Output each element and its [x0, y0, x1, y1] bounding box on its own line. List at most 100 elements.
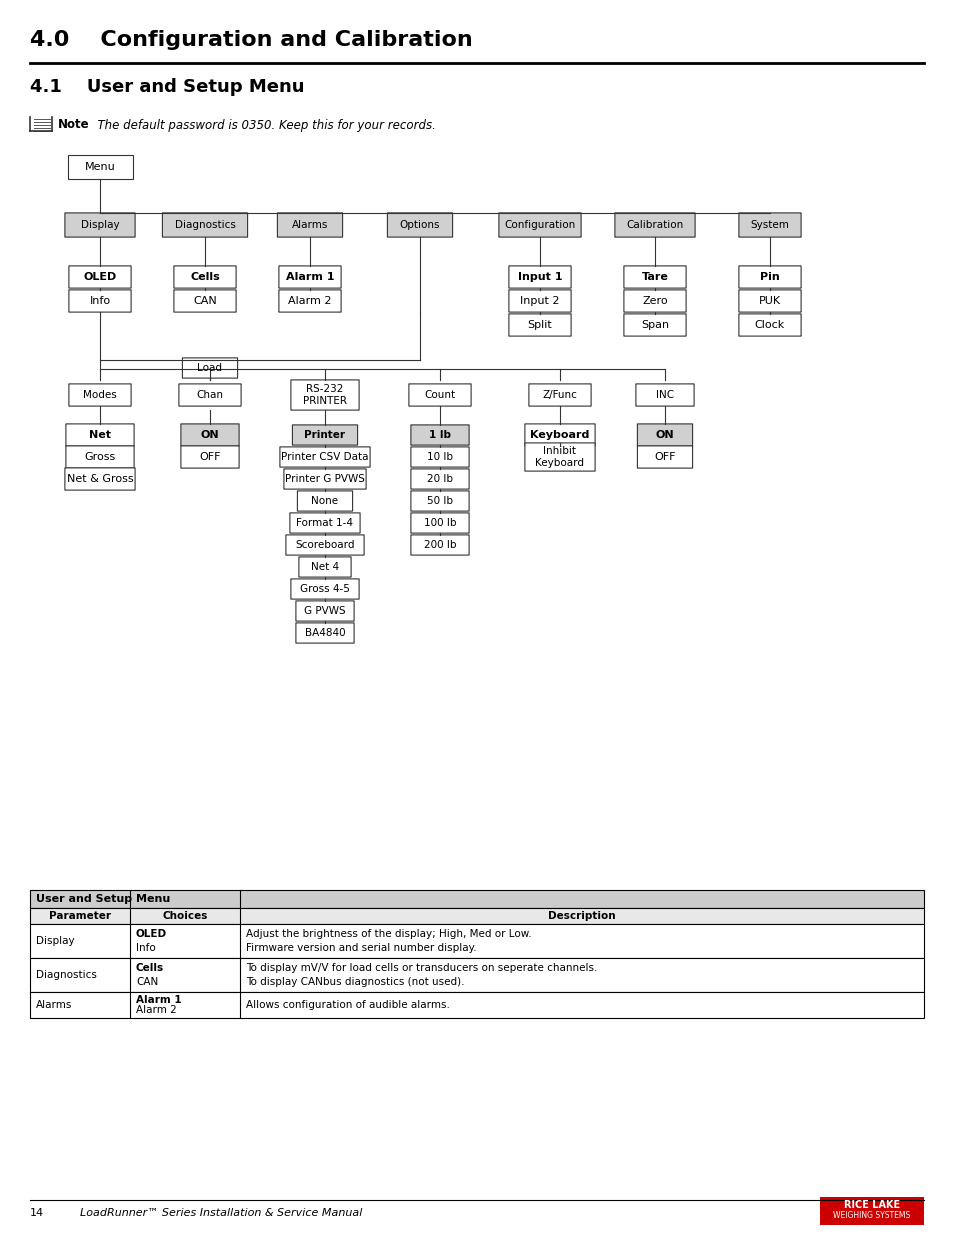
Text: User and Setup Menu: User and Setup Menu	[36, 894, 170, 904]
Text: PUK: PUK	[759, 296, 781, 306]
Text: System: System	[750, 220, 789, 230]
Text: Net 4: Net 4	[311, 562, 338, 572]
Text: Printer CSV Data: Printer CSV Data	[281, 452, 369, 462]
Text: Note: Note	[58, 119, 90, 131]
Text: None: None	[311, 496, 338, 506]
FancyBboxPatch shape	[277, 212, 342, 237]
FancyBboxPatch shape	[637, 446, 692, 468]
Text: The default password is 0350. Keep this for your records.: The default password is 0350. Keep this …	[90, 119, 436, 131]
Text: Tare: Tare	[640, 272, 668, 282]
Text: Printer: Printer	[304, 430, 345, 440]
Text: ON: ON	[200, 430, 219, 440]
FancyBboxPatch shape	[278, 290, 341, 312]
Text: Gross 4-5: Gross 4-5	[300, 584, 350, 594]
Text: Alarm 2: Alarm 2	[136, 1005, 176, 1015]
FancyBboxPatch shape	[528, 384, 591, 406]
Text: CAN: CAN	[193, 296, 216, 306]
Text: Input 2: Input 2	[519, 296, 559, 306]
Text: LoadRunner™ Series Installation & Service Manual: LoadRunner™ Series Installation & Servic…	[80, 1208, 362, 1218]
Text: Choices: Choices	[162, 911, 208, 921]
FancyBboxPatch shape	[298, 557, 351, 577]
Text: Printer G PVWS: Printer G PVWS	[285, 474, 365, 484]
Text: Cells: Cells	[136, 963, 164, 973]
FancyBboxPatch shape	[181, 424, 239, 446]
FancyBboxPatch shape	[411, 425, 469, 445]
Text: OLED: OLED	[136, 929, 167, 939]
Bar	[30, 924, 923, 958]
Text: Calibration: Calibration	[626, 220, 683, 230]
Text: Adjust the brightness of the display; High, Med or Low.: Adjust the brightness of the display; Hi…	[246, 929, 531, 939]
Text: Description: Description	[548, 911, 616, 921]
FancyBboxPatch shape	[623, 266, 685, 288]
Bar	[30, 908, 923, 924]
FancyBboxPatch shape	[508, 290, 571, 312]
Text: RICE LAKE: RICE LAKE	[843, 1200, 899, 1210]
FancyBboxPatch shape	[508, 314, 571, 336]
FancyBboxPatch shape	[278, 266, 341, 288]
FancyBboxPatch shape	[411, 447, 469, 467]
Text: Configuration: Configuration	[504, 220, 575, 230]
FancyBboxPatch shape	[387, 212, 452, 237]
Text: Input 1: Input 1	[517, 272, 561, 282]
FancyBboxPatch shape	[637, 424, 692, 446]
FancyBboxPatch shape	[279, 447, 370, 467]
FancyBboxPatch shape	[66, 424, 134, 446]
Text: 4.1    User and Setup Menu: 4.1 User and Setup Menu	[30, 78, 304, 96]
Text: G PVWS: G PVWS	[304, 606, 345, 616]
Text: Alarm 1: Alarm 1	[136, 995, 181, 1005]
FancyBboxPatch shape	[623, 314, 685, 336]
Text: 1 lb: 1 lb	[429, 430, 451, 440]
Text: INC: INC	[656, 390, 674, 400]
Text: Span: Span	[640, 320, 668, 330]
Text: Diagnostics: Diagnostics	[36, 969, 97, 981]
FancyBboxPatch shape	[65, 212, 135, 237]
Text: Count: Count	[424, 390, 456, 400]
Text: Alarms: Alarms	[292, 220, 328, 230]
FancyBboxPatch shape	[290, 513, 359, 534]
FancyBboxPatch shape	[291, 579, 358, 599]
Text: Chan: Chan	[196, 390, 223, 400]
Text: RS-232
PRINTER: RS-232 PRINTER	[303, 384, 347, 406]
FancyBboxPatch shape	[69, 384, 131, 406]
FancyBboxPatch shape	[411, 469, 469, 489]
Bar	[820, 1197, 923, 1225]
Text: Net & Gross: Net & Gross	[67, 474, 133, 484]
FancyBboxPatch shape	[623, 290, 685, 312]
Bar	[68, 156, 132, 179]
FancyBboxPatch shape	[173, 290, 235, 312]
Text: Info: Info	[136, 942, 155, 952]
Text: ON: ON	[655, 430, 674, 440]
Text: Inhibit
Keyboard: Inhibit Keyboard	[535, 446, 584, 468]
Text: Gross: Gross	[84, 452, 115, 462]
Text: 10 lb: 10 lb	[427, 452, 453, 462]
FancyBboxPatch shape	[179, 384, 241, 406]
Text: 200 lb: 200 lb	[423, 540, 456, 550]
FancyBboxPatch shape	[739, 266, 801, 288]
Text: OLED: OLED	[83, 272, 116, 282]
FancyBboxPatch shape	[411, 513, 469, 534]
FancyBboxPatch shape	[508, 266, 571, 288]
Text: Scoreboard: Scoreboard	[294, 540, 355, 550]
FancyBboxPatch shape	[739, 290, 801, 312]
Bar	[30, 992, 923, 1018]
Text: OFF: OFF	[654, 452, 675, 462]
FancyBboxPatch shape	[66, 446, 134, 468]
FancyBboxPatch shape	[297, 490, 353, 511]
Text: Net: Net	[89, 430, 111, 440]
FancyBboxPatch shape	[498, 212, 580, 237]
Text: Modes: Modes	[83, 390, 117, 400]
FancyBboxPatch shape	[284, 469, 366, 489]
Text: Alarm 1: Alarm 1	[286, 272, 334, 282]
Text: Pin: Pin	[760, 272, 779, 282]
Bar	[30, 890, 923, 908]
Text: Parameter: Parameter	[49, 911, 111, 921]
Text: Alarm 2: Alarm 2	[288, 296, 332, 306]
FancyBboxPatch shape	[292, 425, 357, 445]
Text: To display CANbus diagnostics (not used).: To display CANbus diagnostics (not used)…	[246, 977, 464, 987]
FancyBboxPatch shape	[615, 212, 695, 237]
FancyBboxPatch shape	[524, 443, 595, 471]
Text: Z/Func: Z/Func	[542, 390, 577, 400]
Bar	[30, 958, 923, 992]
Text: OFF: OFF	[199, 452, 220, 462]
FancyBboxPatch shape	[411, 490, 469, 511]
